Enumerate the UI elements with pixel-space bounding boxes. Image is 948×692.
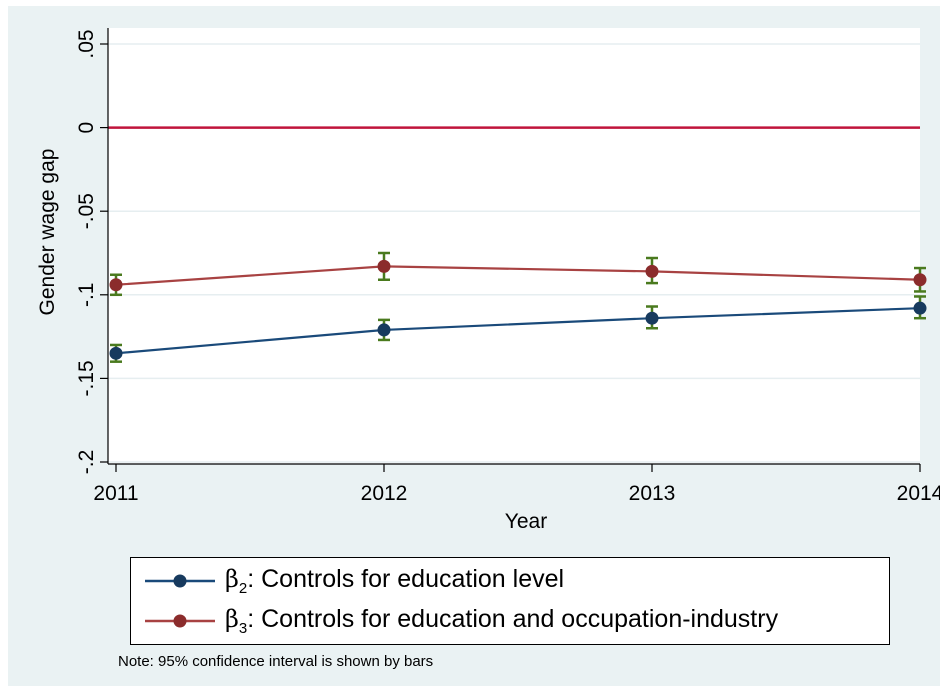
y-tick-label: -.1	[75, 283, 98, 308]
series-line-0	[115, 307, 921, 355]
y-tick-label: 0	[75, 122, 98, 134]
y-tick-label: -.2	[75, 450, 98, 475]
y-tick-label: -.05	[75, 193, 98, 229]
x-tick-label: 2013	[629, 482, 676, 505]
legend-key-beta3	[145, 614, 215, 628]
legend-item-beta2: β2: Controls for education level	[145, 562, 564, 600]
data-point	[377, 259, 391, 273]
x-axis-title: Year	[505, 510, 547, 533]
x-tick-label: 2014	[897, 482, 940, 505]
data-point	[109, 278, 123, 292]
data-point	[913, 301, 927, 315]
legend: β2: Controls for education level β3: Con…	[130, 557, 890, 645]
legend-key-beta2	[145, 574, 215, 588]
series-line-1	[115, 265, 921, 286]
y-axis-title: Gender wage gap	[36, 149, 59, 316]
chart-note: Note: 95% confidence interval is shown b…	[118, 653, 434, 670]
x-tick-label: 2011	[93, 482, 138, 505]
data-point	[645, 311, 659, 325]
y-tick-label: -.15	[75, 360, 98, 396]
line-chart: .05 0 -.05 -.1 -.15 -.2 2011 2012 2013 2014 Year Ge…	[36, 28, 940, 533]
legend-item-beta3: β3: Controls for education and occupatio…	[145, 602, 778, 640]
chart-frame: .05 0 -.05 -.1 -.15 -.2 2011 2012 2013 2014 Year Ge…	[8, 6, 940, 686]
legend-label-beta2: β2: Controls for education level	[225, 565, 565, 597]
data-point	[913, 273, 927, 287]
data-point	[645, 264, 659, 278]
x-tick-label: 2012	[361, 482, 408, 505]
data-point	[109, 346, 123, 360]
plot-area	[108, 28, 920, 464]
y-tick-label: .05	[75, 29, 98, 58]
data-point	[377, 323, 391, 337]
legend-label-beta3: β3: Controls for education and occupatio…	[225, 605, 779, 637]
